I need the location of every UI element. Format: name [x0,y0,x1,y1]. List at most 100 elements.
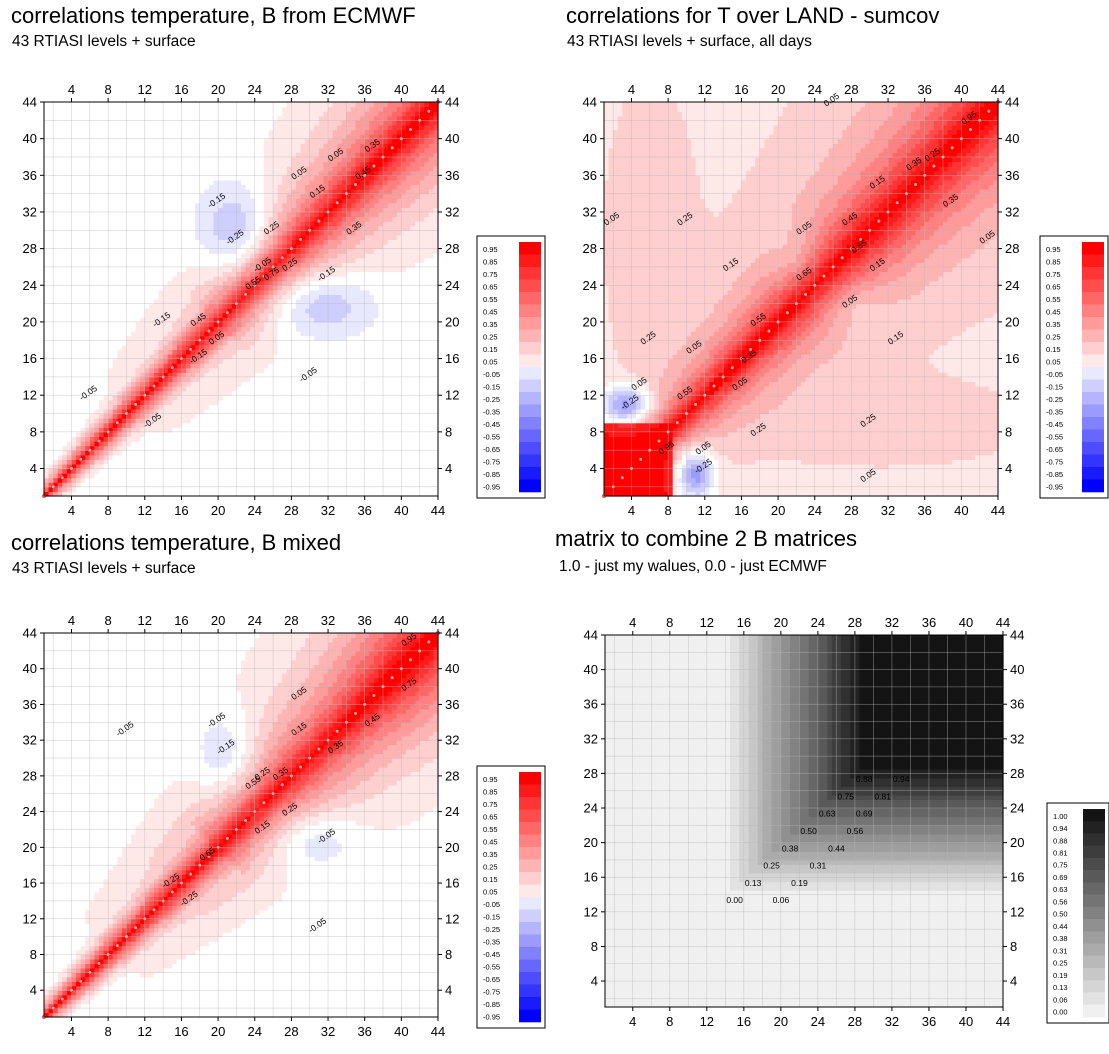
heatmap-cell [71,244,77,250]
heatmap-cell [98,463,105,470]
heatmap-cell [149,202,155,208]
heatmap-cell [208,184,215,190]
heatmap-cell [103,404,109,410]
heatmap-cell [277,486,283,493]
heatmap-cell [181,138,187,144]
heatmap-cell [291,138,297,144]
heatmap-cell [199,450,205,456]
heatmap-cell [195,138,201,144]
heatmap-cell [131,216,137,222]
heatmap-cell [186,175,192,181]
heatmap-cell [76,463,82,470]
heatmap-cell [286,299,292,305]
heatmap-cell [126,445,132,451]
heatmap-cell [305,363,311,369]
heatmap-cell [117,280,123,286]
heatmap-cell [259,463,265,470]
heatmap-cell [103,321,109,328]
heatmap-cell [181,244,187,250]
heatmap-cell [44,257,50,263]
heatmap-cell [66,431,73,438]
heatmap-cell [254,326,260,332]
heatmap-cell [227,376,233,383]
heatmap-cell [227,454,233,460]
heatmap-cell [117,216,123,222]
heatmap-cell [305,454,311,460]
heatmap-cell [213,418,219,424]
heatmap-cell [208,436,215,442]
heatmap-cell [44,280,50,286]
heatmap-cell [277,463,283,470]
heatmap-cell [254,262,260,268]
heatmap-cell [282,207,288,213]
heatmap-cell [186,248,192,254]
heatmap-cell [305,285,311,291]
heatmap-cell [112,486,118,493]
heatmap-cell [181,262,187,268]
heatmap-cell [305,262,311,268]
heatmap-cell [112,207,118,213]
heatmap-cell [176,477,183,483]
heatmap-cell [66,445,73,451]
heatmap-cell [71,321,77,328]
heatmap-cell [158,312,164,318]
heatmap-cell [135,367,141,373]
heatmap-cell [277,170,283,176]
heatmap-cell [218,454,224,460]
heatmap-cell [309,473,315,479]
heatmap-cell [241,271,247,277]
heatmap-cell [44,376,50,383]
heatmap-cell [222,335,228,341]
heatmap-cell [108,207,114,213]
heatmap-cell [117,239,123,245]
heatmap-cell [241,170,247,176]
heatmap-cell [227,399,233,405]
heatmap-cell [277,143,283,149]
heatmap-cell [186,147,192,153]
heatmap-cell [149,308,155,314]
heatmap-cell [250,156,256,163]
heatmap-cell [273,463,279,470]
heatmap-cell [44,129,50,135]
heatmap-cell [277,285,283,291]
heatmap-cell [208,289,215,296]
heatmap-cell [103,445,109,451]
heatmap-cell [85,207,91,213]
heatmap-cell [44,473,50,479]
heatmap-cell [218,399,224,405]
heatmap-cell [172,363,178,369]
heatmap-cell [71,134,77,140]
heatmap-cell [44,436,50,442]
heatmap-cell [172,303,178,309]
heatmap-cell [158,221,164,227]
heatmap-cell [53,326,59,332]
heatmap-cell [273,399,279,405]
heatmap-cell [268,321,274,328]
heatmap-cell [227,102,233,108]
heatmap-cell [53,372,59,378]
heatmap-cell [149,211,155,218]
heatmap-cell [227,202,233,208]
heatmap-cell [62,207,68,213]
heatmap-cell [186,486,192,493]
heatmap-cell [62,386,68,392]
heatmap-cell [190,450,196,456]
heatmap-cell [277,445,283,451]
heatmap-cell [98,390,105,396]
heatmap-cell [176,299,183,305]
heatmap-cell [62,312,68,318]
heatmap-cell [103,486,109,493]
heatmap-cell [195,459,201,465]
heatmap-cell [222,473,228,479]
heatmap-cell [245,134,251,140]
heatmap-cell [300,463,306,470]
heatmap-cell [218,189,224,195]
heatmap-cell [190,143,196,149]
heatmap-cell [57,441,63,447]
heatmap-cell [117,202,123,208]
heatmap-cell [121,445,128,451]
heatmap-cell [227,312,233,318]
heatmap-cell [199,459,205,465]
heatmap-cell [62,211,68,218]
heatmap-cell [263,395,270,401]
